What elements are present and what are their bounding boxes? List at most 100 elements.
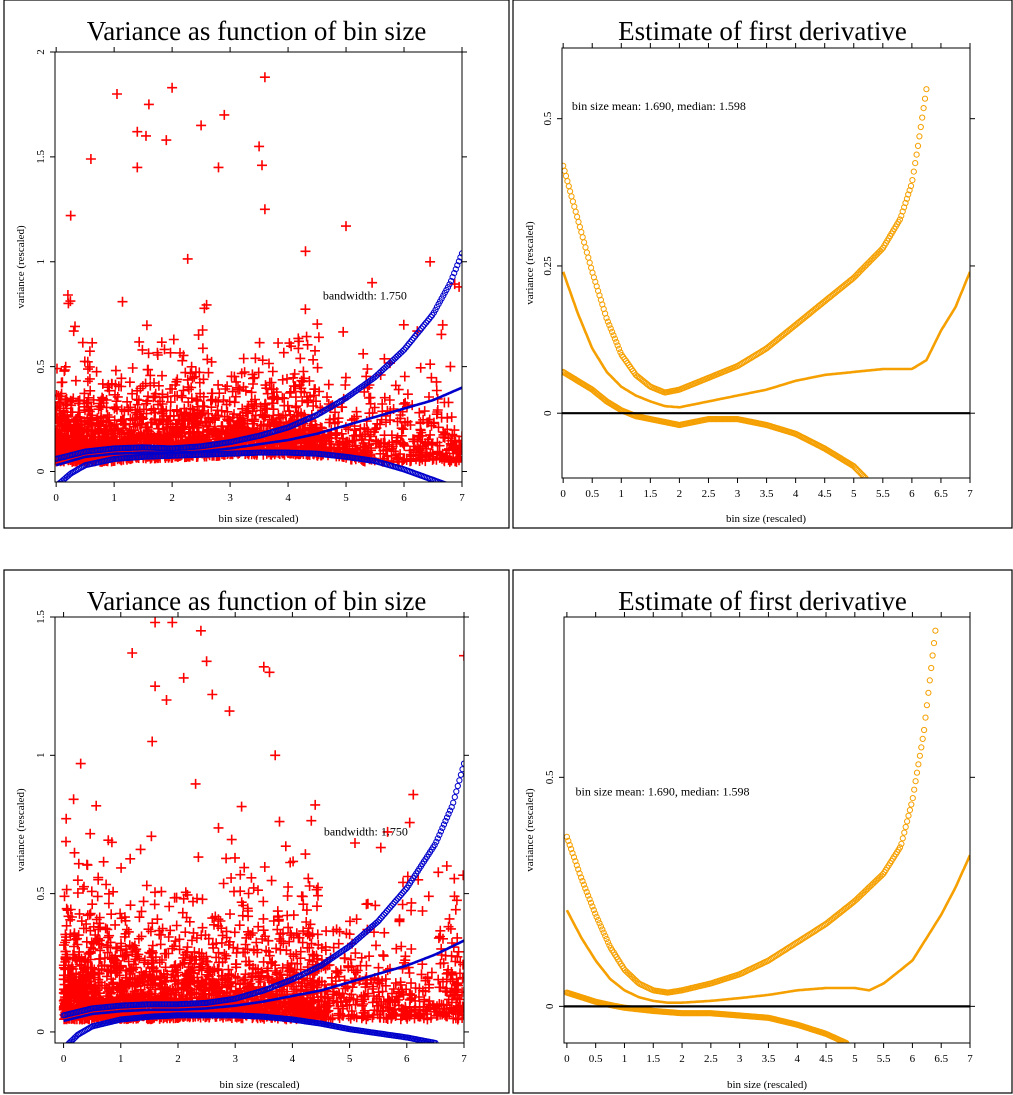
series-marker [586, 259, 593, 266]
x-tick-label: 1 [118, 1053, 124, 1065]
series-marker [562, 172, 570, 180]
x-tick-label: 6.5 [934, 488, 948, 500]
series-marker [451, 270, 458, 277]
series-marker [432, 306, 439, 313]
x-axis-label: bin size (rescaled) [726, 513, 806, 525]
x-axis-label: bin size (rescaled) [219, 1079, 299, 1091]
series-marker [583, 249, 591, 256]
series-marker [565, 183, 572, 190]
chart-panel-top-left: Variance as function of bin size 0 1 2 3 4 5 6 7… [3, 0, 510, 529]
series-marker [393, 897, 400, 904]
series-marker [902, 823, 909, 831]
series-marker [929, 652, 936, 659]
series-marker [906, 807, 914, 814]
plot-area [54, 616, 465, 1044]
series-marker [66, 471, 74, 478]
plot-marks [58, 617, 464, 1043]
series-marker [391, 899, 398, 906]
series-marker [439, 480, 446, 482]
series-marker [446, 281, 453, 288]
y-tick-label: 0 [35, 1029, 47, 1035]
x-tick-label: 4.5 [818, 488, 832, 500]
panel-frame [512, 569, 1013, 1094]
y-tick-label: 0.5 [542, 111, 554, 125]
y-tick-label: 0.25 [542, 256, 554, 276]
x-tick-label: 0.5 [589, 1053, 603, 1065]
x-tick-label: 1.5 [646, 1053, 660, 1065]
series-marker [580, 881, 588, 888]
series-marker [910, 168, 917, 175]
series-marker [572, 208, 579, 215]
x-tick-label: 2.5 [704, 1053, 718, 1065]
x-axis-label: bin size (rescaled) [727, 1079, 807, 1091]
chart-panel-bottom-left: Variance as function of bin size 0 1 2 3 4 5 6 7… [3, 569, 510, 1094]
series-fit [55, 386, 462, 467]
series-upper-band [55, 250, 462, 462]
series-marker [915, 761, 922, 768]
series-marker [390, 900, 397, 908]
y-axis-label: variance (rescaled) [524, 221, 536, 305]
x-tick-label: 5 [347, 1053, 353, 1065]
series-marker [441, 480, 447, 482]
x-tick-label: 0 [560, 488, 566, 500]
series-marker [930, 640, 938, 647]
x-tick-label: 2 [679, 1053, 685, 1065]
x-tick-label: 2.5 [702, 488, 716, 500]
plot-marks [564, 627, 970, 1043]
series-marker [429, 1039, 436, 1043]
series-marker [454, 782, 461, 790]
series-marker [457, 771, 464, 778]
series-marker [569, 198, 577, 205]
series-marker [449, 484, 454, 489]
series-marker [896, 844, 904, 851]
series-marker [449, 274, 456, 281]
panel-frame [3, 569, 510, 1094]
series-marker [374, 918, 381, 925]
series-marker [451, 485, 456, 490]
x-tick-label: 5 [343, 492, 349, 504]
series-marker [604, 939, 612, 946]
series-marker [571, 203, 578, 210]
x-tick-label: 4 [290, 1053, 296, 1065]
series-marker [909, 177, 916, 184]
series-marker [840, 1038, 848, 1043]
x-tick-label: 1 [111, 492, 117, 504]
chart-title: Variance as function of bin size [87, 586, 427, 616]
x-tick-label: 6 [909, 488, 915, 500]
plot-area [561, 47, 971, 479]
series-marker [919, 114, 926, 121]
panel-frame [512, 0, 1013, 529]
series-marker [452, 485, 457, 490]
x-tick-label: 5.5 [876, 488, 890, 500]
series-lower-band [56, 449, 459, 491]
x-tick-label: 3 [735, 488, 741, 500]
series-marker [913, 769, 921, 776]
series-marker [582, 885, 589, 892]
y-axis-label: variance (rescaled) [15, 225, 27, 309]
x-tick-label: 2 [169, 492, 175, 504]
series-marker [908, 801, 915, 808]
y-tick-label: 1 [35, 753, 47, 759]
series-marker [443, 481, 448, 482]
y-tick-label: 0 [544, 1003, 556, 1009]
series-marker [839, 1038, 847, 1043]
series-marker [452, 266, 459, 273]
series-marker [916, 752, 924, 759]
series-marker [377, 915, 384, 922]
series-marker [454, 486, 459, 491]
x-tick-label: 0 [53, 492, 59, 504]
series-marker [383, 908, 391, 915]
series-marker [590, 906, 597, 914]
series-marker [913, 151, 920, 158]
series-marker [599, 926, 606, 933]
series-marker [914, 142, 922, 149]
chart-annotation: bin size mean: 1.690, median: 1.598 [572, 99, 746, 113]
series-marker [922, 714, 929, 721]
series-marker [456, 777, 463, 784]
series-lower-band [564, 989, 850, 1043]
panel-frame [3, 0, 510, 529]
series-marker [399, 348, 406, 355]
series-marker [613, 339, 620, 346]
series-marker [437, 479, 444, 482]
